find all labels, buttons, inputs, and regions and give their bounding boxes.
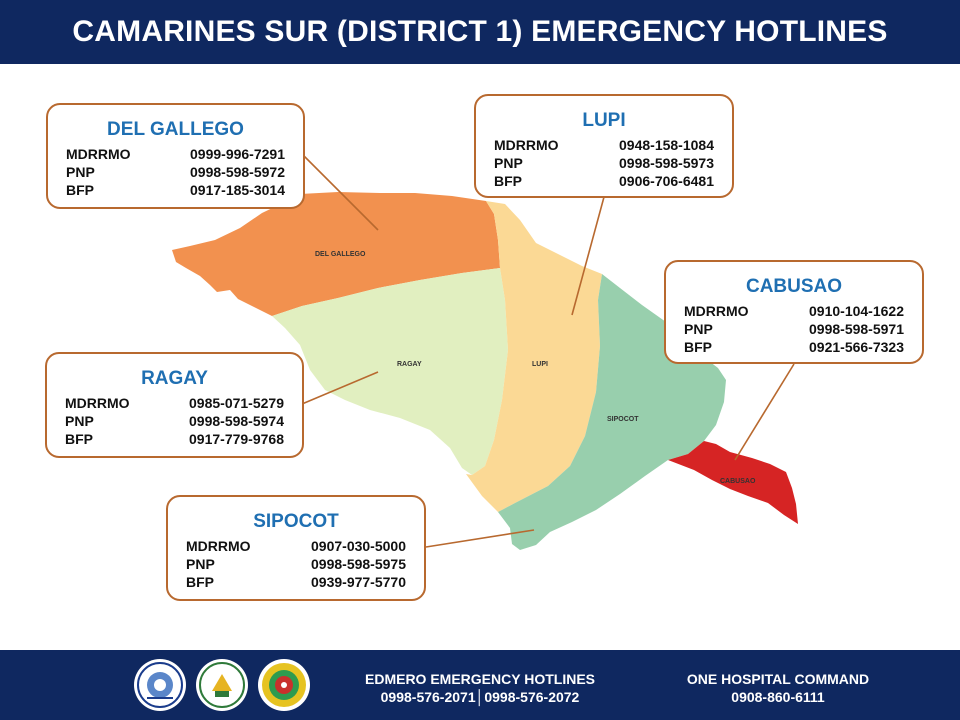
phone-number[interactable]: 0939-977-5770	[311, 574, 406, 590]
page-title: CAMARINES SUR (DISTRICT 1) EMERGENCY HOT…	[0, 0, 960, 64]
card-title: RAGAY	[141, 368, 208, 389]
connector-sipocot	[425, 529, 535, 548]
card-title: SIPOCOT	[253, 511, 339, 532]
official-seal-icon	[196, 659, 248, 711]
hotline-row: BFP 0906-706-6481	[476, 172, 732, 190]
phone-number[interactable]: 0917-185-3014	[190, 182, 285, 198]
phone-number[interactable]: 0921-566-7323	[809, 339, 904, 355]
agency-label: PNP	[684, 321, 713, 337]
hotline-row: MDRRMO 0985-071-5279	[47, 394, 302, 412]
phone-number[interactable]: 0910-104-1622	[809, 303, 904, 319]
agency-label: MDRRMO	[494, 137, 559, 153]
agency-label: MDRRMO	[684, 303, 749, 319]
region-cabusao[interactable]	[668, 441, 798, 524]
phone-number[interactable]: 0999-996-7291	[190, 146, 285, 162]
edmero-hotlines: EDMERO EMERGENCY HOTLINES 0998-576-2071│…	[350, 670, 610, 706]
card-ragay: RAGAY MDRRMO 0985-071-5279 PNP 0998-598-59…	[45, 352, 304, 458]
region-label-ragay: RAGAY	[397, 361, 422, 368]
hotline-row: PNP 0998-598-5972	[48, 163, 303, 181]
phone-number[interactable]: 0906-706-6481	[619, 173, 714, 189]
phone-number[interactable]: 0998-598-5971	[809, 321, 904, 337]
phone-number[interactable]: 0998-598-5973	[619, 155, 714, 171]
hospital-title: ONE HOSPITAL COMMAND	[686, 671, 870, 687]
card-title: LUPI	[582, 110, 626, 131]
card-cabusao: CABUSAO MDRRMO 0910-104-1622 PNP 0998-598-…	[664, 260, 924, 364]
connector-lines	[301, 155, 795, 548]
province-of-camarines-sur-seal-icon	[134, 659, 186, 711]
phone-number[interactable]: 0998-598-5972	[190, 164, 285, 180]
edmero-title: EDMERO EMERGENCY HOTLINES	[365, 671, 595, 687]
hotline-row: MDRRMO 0999-996-7291	[48, 145, 303, 163]
region-label-del-gallego: DEL GALLEGO	[315, 251, 366, 258]
disaster-management-office-seal-icon	[258, 659, 310, 711]
phone-number[interactable]: 0985-071-5279	[189, 395, 284, 411]
phone-number[interactable]: 0917-779-9768	[189, 431, 284, 447]
agency-label: MDRRMO	[186, 538, 251, 554]
card-title: CABUSAO	[745, 276, 843, 297]
region-label-lupi: LUPI	[532, 361, 548, 368]
region-label-sipocot: SIPOCOT	[607, 416, 639, 423]
region-ragay[interactable]	[272, 268, 508, 475]
phone-number[interactable]: 0998-598-5974	[189, 413, 284, 429]
connector-del-gallego	[303, 155, 379, 231]
hotline-row: BFP 0917-185-3014	[48, 181, 303, 199]
hotline-row: PNP 0998-598-5975	[168, 555, 424, 573]
agency-label: PNP	[65, 413, 94, 429]
agency-label: PNP	[186, 556, 215, 572]
card-title: DEL GALLEGO	[107, 119, 244, 140]
region-del-gallego[interactable]	[172, 192, 500, 316]
agency-label: MDRRMO	[65, 395, 130, 411]
phone-number[interactable]: 0907-030-5000	[311, 538, 406, 554]
agency-label: BFP	[494, 173, 522, 189]
phone-number[interactable]: 0948-158-1084	[619, 137, 714, 153]
agency-label: BFP	[186, 574, 214, 590]
footer-banner: EDMERO EMERGENCY HOTLINES 0998-576-2071│…	[0, 650, 960, 720]
hotline-row: BFP 0939-977-5770	[168, 573, 424, 591]
hospital-command: ONE HOSPITAL COMMAND 0908-860-6111	[660, 670, 896, 706]
hotline-row: PNP 0998-598-5971	[666, 320, 922, 338]
card-sipocot: SIPOCOT MDRRMO 0907-030-5000 PNP 0998-598-…	[166, 495, 426, 601]
agency-label: BFP	[684, 339, 712, 355]
connector-cabusao	[734, 363, 795, 461]
agency-label: MDRRMO	[66, 146, 131, 162]
region-lupi[interactable]	[466, 201, 602, 512]
hotline-row: MDRRMO 0910-104-1622	[666, 302, 922, 320]
card-del-gallego: DEL GALLEGO MDRRMO 0999-996-7291 PNP 0998-…	[46, 103, 305, 209]
region-label-cabusao: CABUSAO	[720, 478, 756, 485]
hotline-row: PNP 0998-598-5973	[476, 154, 732, 172]
hospital-number[interactable]: 0908-860-6111	[731, 689, 825, 705]
hotline-row: MDRRMO 0948-158-1084	[476, 136, 732, 154]
phone-number[interactable]: 0998-598-5975	[311, 556, 406, 572]
edmero-numbers[interactable]: 0998-576-2071│0998-576-2072	[380, 689, 580, 705]
card-lupi: LUPI MDRRMO 0948-158-1084 PNP 0998-598-597…	[474, 94, 734, 198]
agency-label: PNP	[66, 164, 95, 180]
connector-ragay	[301, 371, 379, 405]
hotline-row: MDRRMO 0907-030-5000	[168, 537, 424, 555]
hotline-row: PNP 0998-598-5974	[47, 412, 302, 430]
hotline-row: BFP 0917-779-9768	[47, 430, 302, 448]
agency-label: PNP	[494, 155, 523, 171]
agency-label: BFP	[66, 182, 94, 198]
connector-lupi	[571, 196, 605, 316]
hotline-row: BFP 0921-566-7323	[666, 338, 922, 356]
agency-label: BFP	[65, 431, 93, 447]
